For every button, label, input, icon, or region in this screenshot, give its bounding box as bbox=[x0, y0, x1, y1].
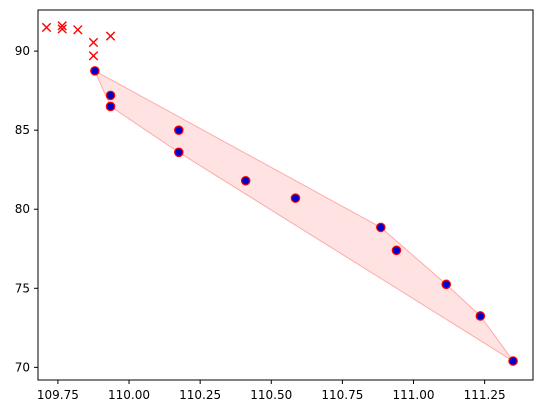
inlier-point-5 bbox=[174, 147, 184, 158]
inlier-point-12 bbox=[508, 356, 518, 366]
inlier-point-10 bbox=[441, 279, 452, 290]
inlier-point-1 bbox=[90, 66, 100, 76]
inlier-point-11 bbox=[475, 311, 486, 321]
x-marker-stroke-b bbox=[88, 51, 99, 61]
plot-frame bbox=[37, 9, 534, 381]
y-tick-label-3: 80 bbox=[15, 202, 30, 216]
inlier-point-4 bbox=[174, 125, 184, 135]
outlier-point-4 bbox=[73, 25, 83, 35]
inlier-point-2 bbox=[105, 90, 116, 101]
x-marker-stroke-b bbox=[57, 24, 67, 34]
outlier-point-3 bbox=[57, 24, 67, 34]
y-tick-label-4: 85 bbox=[15, 123, 30, 137]
inlier-point-9 bbox=[391, 245, 402, 256]
y-tick-label-1: 70 bbox=[15, 360, 30, 374]
x-marker-stroke-b bbox=[88, 37, 99, 48]
inlier-point-3 bbox=[105, 101, 116, 112]
inlier-layer bbox=[90, 66, 518, 366]
inlier-point-8 bbox=[376, 222, 386, 233]
x-tick-label-2: 110.00 bbox=[108, 388, 150, 402]
x-tick-label-4: 110.50 bbox=[250, 388, 292, 402]
x-axis: 109.75 110.00 110.25 110.50 110.75 111.00 111.… bbox=[37, 380, 506, 402]
x-tick-label-5: 110.75 bbox=[321, 388, 363, 402]
y-tick-label-5: 90 bbox=[15, 44, 30, 58]
outlier-layer bbox=[41, 21, 116, 61]
outlier-point-5 bbox=[88, 37, 99, 48]
outlier-point-1 bbox=[41, 22, 52, 33]
x-marker-stroke-b bbox=[105, 31, 116, 41]
x-tick-label-6: 111.00 bbox=[393, 388, 435, 402]
hull-area bbox=[93, 69, 514, 362]
outlier-point-7 bbox=[105, 31, 116, 41]
x-marker-stroke-b bbox=[41, 22, 52, 33]
outlier-point-2 bbox=[57, 21, 67, 31]
x-marker-stroke-b bbox=[73, 25, 83, 35]
inlier-point-6 bbox=[240, 175, 251, 186]
x-marker-stroke-b bbox=[57, 21, 67, 31]
y-tick-label-2: 75 bbox=[15, 281, 30, 295]
hull-layer bbox=[93, 69, 514, 362]
x-tick-label-1: 109.75 bbox=[37, 388, 79, 402]
x-tick-label-7: 111.25 bbox=[464, 388, 506, 402]
outlier-point-6 bbox=[88, 51, 99, 61]
x-tick-label-3: 110.25 bbox=[179, 388, 221, 402]
inlier-point-7 bbox=[290, 193, 301, 203]
y-axis: 70 75 80 85 90 bbox=[15, 44, 38, 374]
